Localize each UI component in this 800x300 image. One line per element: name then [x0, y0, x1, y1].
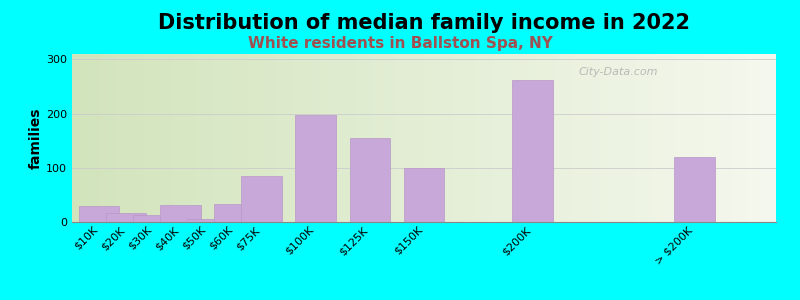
Bar	[512, 80, 553, 222]
Y-axis label: families: families	[30, 107, 43, 169]
Bar	[242, 176, 282, 222]
Bar	[78, 206, 119, 222]
Bar	[133, 215, 174, 222]
Bar	[106, 213, 146, 222]
Text: City-Data.com: City-Data.com	[579, 68, 658, 77]
Title: Distribution of median family income in 2022: Distribution of median family income in …	[158, 13, 690, 33]
Bar	[350, 138, 390, 222]
Text: White residents in Ballston Spa, NY: White residents in Ballston Spa, NY	[247, 36, 553, 51]
Bar	[214, 204, 254, 222]
Bar	[404, 168, 444, 222]
Bar	[295, 115, 336, 222]
Bar	[674, 157, 715, 222]
Bar	[160, 205, 201, 222]
Bar	[187, 219, 228, 222]
